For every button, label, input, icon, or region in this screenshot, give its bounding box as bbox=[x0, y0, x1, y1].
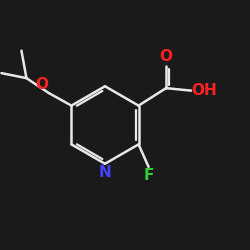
Text: OH: OH bbox=[192, 83, 217, 98]
Text: O: O bbox=[160, 50, 172, 64]
Text: O: O bbox=[36, 77, 49, 92]
Text: N: N bbox=[98, 165, 112, 180]
Text: F: F bbox=[143, 168, 154, 183]
